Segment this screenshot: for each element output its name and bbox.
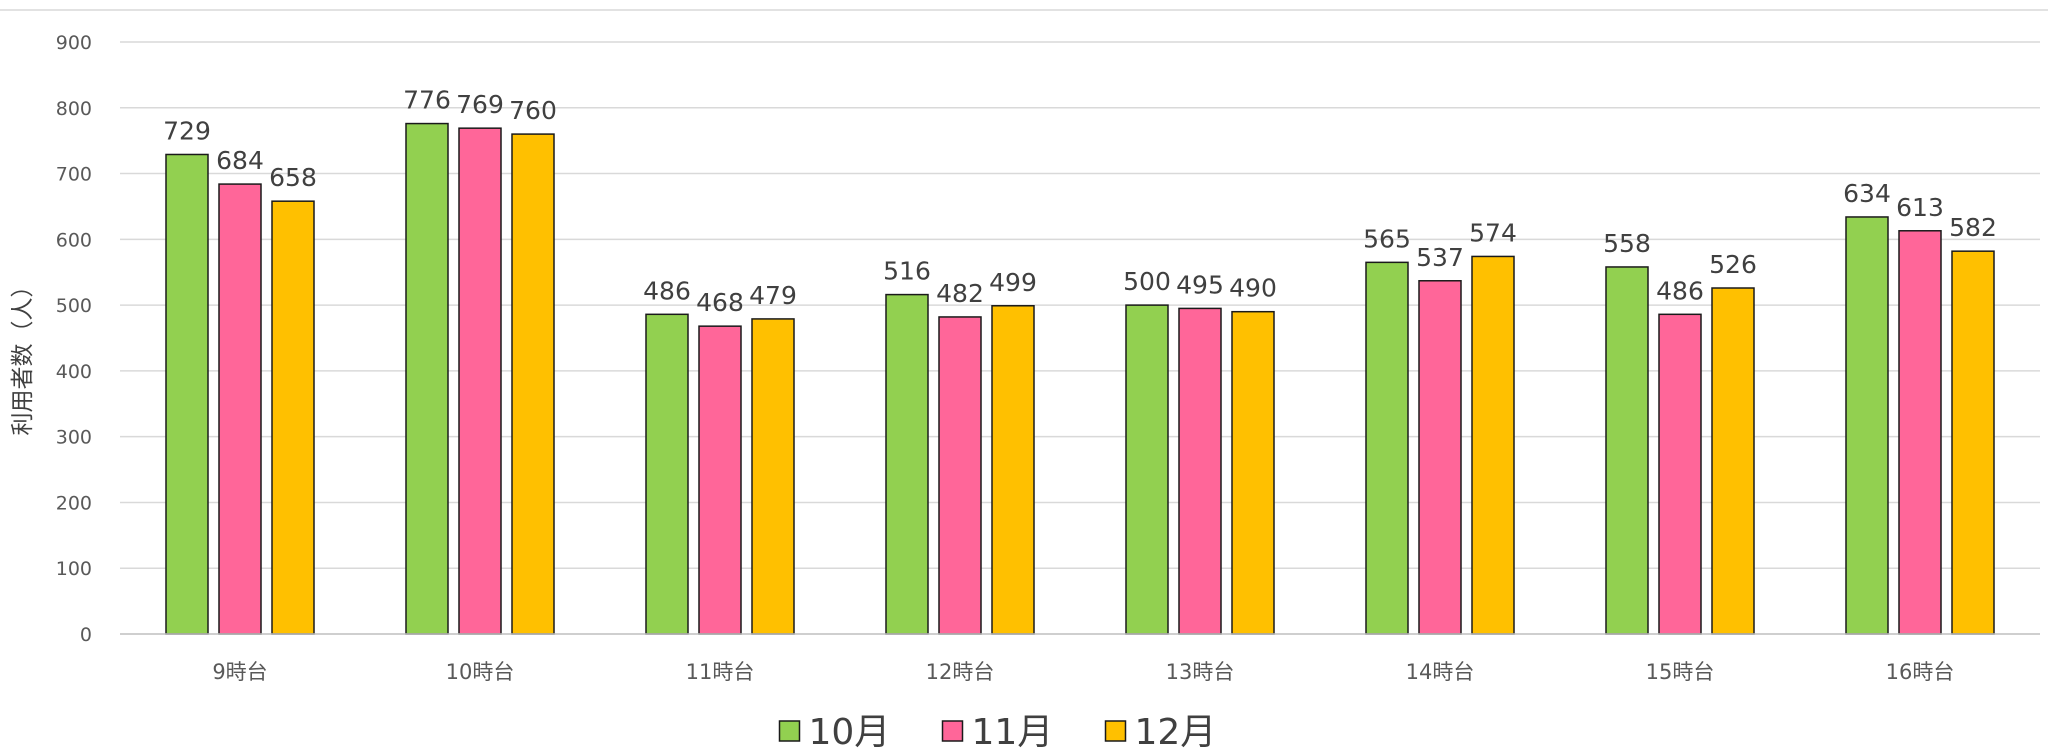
legend-label: 10月 bbox=[809, 712, 891, 753]
bar bbox=[751, 318, 795, 635]
x-tick-label: 9時台 bbox=[212, 660, 267, 684]
y-tick-label: 500 bbox=[56, 295, 92, 317]
bar bbox=[938, 316, 982, 635]
bar bbox=[511, 133, 555, 635]
legend-swatch bbox=[1104, 720, 1127, 742]
data-label: 526 bbox=[1709, 250, 1757, 279]
x-tick-label: 14時台 bbox=[1406, 660, 1475, 684]
data-label: 516 bbox=[883, 257, 931, 286]
bar bbox=[218, 183, 262, 635]
data-label: 490 bbox=[1229, 274, 1277, 303]
data-label: 769 bbox=[456, 90, 504, 119]
bar bbox=[1418, 280, 1462, 635]
bar bbox=[1951, 250, 1995, 635]
bar bbox=[165, 153, 209, 635]
bar bbox=[458, 127, 502, 635]
bar bbox=[1711, 287, 1755, 635]
bar bbox=[1231, 310, 1275, 635]
bar bbox=[405, 122, 449, 635]
legend-label: 12月 bbox=[1135, 712, 1217, 753]
y-axis-ticks: 0 100 200 300 400 500 600 700 800 900 bbox=[56, 32, 92, 646]
data-label: 684 bbox=[216, 146, 264, 175]
data-label: 565 bbox=[1363, 224, 1411, 253]
bar bbox=[1658, 313, 1702, 635]
bar bbox=[698, 325, 742, 635]
bar bbox=[1178, 307, 1222, 635]
data-label: 558 bbox=[1603, 229, 1651, 258]
data-label: 776 bbox=[403, 86, 451, 115]
legend: 10月 11月 12月 bbox=[778, 712, 1217, 753]
y-tick-label: 0 bbox=[80, 624, 92, 646]
y-tick-label: 600 bbox=[56, 229, 92, 251]
x-tick-label: 10時台 bbox=[446, 660, 515, 684]
x-axis-ticks: 9時台 10時台 11時台 12時台 13時台 14時台 15時台 16時台 bbox=[212, 660, 1954, 684]
data-label: 468 bbox=[696, 288, 744, 317]
x-tick-label: 13時台 bbox=[1166, 660, 1235, 684]
data-label: 486 bbox=[1656, 276, 1704, 305]
y-tick-label: 400 bbox=[56, 361, 92, 383]
legend-swatch bbox=[778, 720, 801, 742]
bar bbox=[991, 305, 1035, 635]
data-label: 499 bbox=[989, 268, 1037, 297]
bar bbox=[1898, 230, 1942, 635]
bar bbox=[271, 200, 315, 635]
data-label: 482 bbox=[936, 279, 984, 308]
bar bbox=[645, 313, 689, 635]
x-tick-label: 11時台 bbox=[686, 660, 755, 684]
y-tick-label: 900 bbox=[56, 32, 92, 54]
bar bbox=[1471, 255, 1515, 635]
bar bbox=[1845, 216, 1889, 635]
x-tick-label: 12時台 bbox=[926, 660, 995, 684]
data-label: 574 bbox=[1469, 218, 1517, 247]
bar bbox=[885, 293, 929, 635]
x-tick-label: 16時台 bbox=[1886, 660, 1955, 684]
data-label: 658 bbox=[269, 163, 317, 192]
bar bbox=[1605, 266, 1649, 635]
data-label: 729 bbox=[163, 116, 211, 145]
y-tick-label: 800 bbox=[56, 98, 92, 120]
data-label: 760 bbox=[509, 96, 557, 125]
data-label: 634 bbox=[1843, 179, 1891, 208]
legend-swatch bbox=[941, 720, 964, 742]
y-tick-label: 300 bbox=[56, 427, 92, 449]
legend-label: 11月 bbox=[972, 712, 1054, 753]
bar bbox=[1125, 304, 1169, 635]
data-label: 486 bbox=[643, 276, 691, 305]
data-label: 537 bbox=[1416, 243, 1464, 272]
data-label: 582 bbox=[1949, 213, 1997, 242]
data-label: 495 bbox=[1176, 270, 1224, 299]
bars bbox=[165, 122, 1995, 635]
bar bbox=[1365, 261, 1409, 635]
y-tick-label: 100 bbox=[56, 558, 92, 580]
data-label: 479 bbox=[749, 281, 797, 310]
data-label: 613 bbox=[1896, 193, 1944, 222]
data-label: 500 bbox=[1123, 267, 1171, 296]
y-tick-label: 700 bbox=[56, 164, 92, 186]
y-tick-label: 200 bbox=[56, 492, 92, 514]
x-tick-label: 15時台 bbox=[1646, 660, 1715, 684]
y-axis-label: 利用者数（人） bbox=[10, 275, 36, 436]
